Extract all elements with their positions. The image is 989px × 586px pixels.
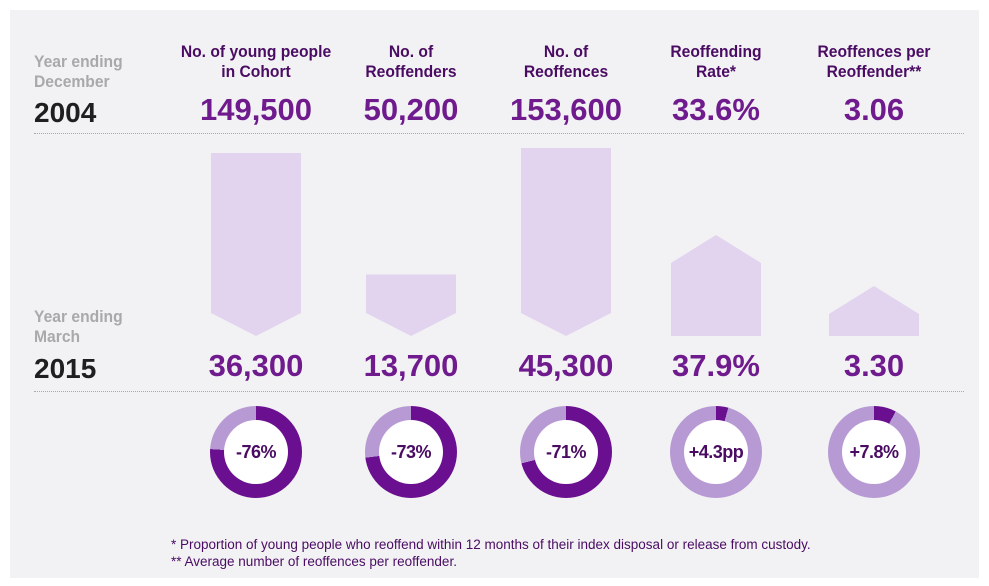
value-2004-cohort: 149,500 [199,92,313,127]
ring-hole [379,420,443,484]
change-label-reoffenders: -73% [390,442,432,462]
col-header-rate-line2: Rate* [696,62,736,81]
divider-2015 [34,391,964,392]
col-header-reoffences-line2: Reoffences [523,62,609,81]
infographic-panel [10,10,979,578]
year-2004: 2004 [34,97,97,128]
year-ending-month-2004: December [34,72,110,91]
change-label-per-reoffender: +7.8% [849,442,899,462]
col-header-cohort: No. of young people in Cohort [169,42,344,82]
change-ring-reoffenders: -73% [365,406,457,498]
col-header-rate: Reoffending Rate* [629,42,804,82]
value-2015-per-reoffender: 3.30 [843,348,905,383]
year-ending-month-2015: March [34,327,81,346]
col-header-reoffenders: No. of Reoffenders [324,42,499,82]
value-2015-reoffences: 45,300 [518,348,614,383]
col-header-per-reoffender-line2: Reoffender** [826,62,922,81]
change-shape-reoffenders [366,274,456,336]
change-ring-rate: +4.3pp [670,406,762,498]
divider-2004 [34,133,964,134]
change-ring-reoffences: -71% [520,406,612,498]
change-shape-per-reoffender [829,286,919,336]
change-shape-cohort [211,153,301,336]
col-header-reoffences-line1: No. of [543,42,589,61]
year-ending-label-2004: Year ending [34,52,123,71]
change-ring-cohort: -76% [210,406,302,498]
value-2004-rate: 33.6% [672,92,760,127]
value-2015-rate: 37.9% [672,348,760,383]
col-header-cohort-line1: No. of young people [180,42,332,61]
footnote-1: * Proportion of young people who reoffen… [171,537,811,552]
change-label-reoffences: -71% [545,442,587,462]
change-shape-rate [671,235,761,336]
footnote-2: ** Average number of reoffences per reof… [171,554,457,569]
col-header-reoffenders-line2: Reoffenders [365,62,457,81]
ring-hole [224,420,288,484]
ring-hole [842,420,906,484]
col-header-rate-line1: Reoffending [670,42,762,61]
value-2004-per-reoffender: 3.06 [843,92,905,127]
change-shape-reoffences [521,148,611,336]
col-header-cohort-line2: in Cohort [221,62,291,81]
value-2015-cohort: 36,300 [208,348,304,383]
change-label-rate: +4.3pp [688,442,744,462]
ring-hole [684,420,748,484]
col-header-per-reoffender-line1: Reoffences per [817,42,931,61]
change-ring-per-reoffender: +7.8% [828,406,920,498]
change-label-cohort: -76% [235,442,277,462]
year-ending-label-2015: Year ending [34,307,123,326]
value-2004-reoffences: 153,600 [509,92,623,127]
col-header-reoffenders-line1: No. of [388,42,434,61]
value-2015-reoffenders: 13,700 [363,348,459,383]
ring-hole [534,420,598,484]
col-header-reoffences: No. of Reoffences [479,42,654,82]
col-header-per-reoffender: Reoffences per Reoffender** [787,42,962,82]
year-2015: 2015 [34,353,97,384]
value-2004-reoffenders: 50,200 [363,92,459,127]
